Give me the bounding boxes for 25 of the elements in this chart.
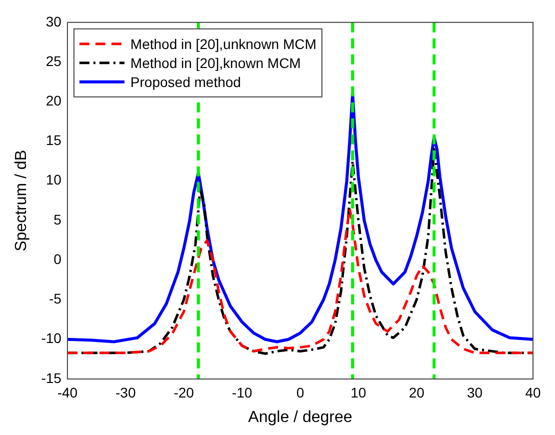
x-tick-label: -30 bbox=[116, 384, 136, 400]
x-axis-title: Angle / degree bbox=[248, 408, 352, 426]
legend-label: Method in [20],unknown MCM bbox=[130, 36, 316, 52]
y-tick-label: -10 bbox=[41, 330, 62, 346]
y-tick-label: -5 bbox=[48, 290, 62, 307]
y-tick-label: 30 bbox=[46, 13, 62, 30]
y-axis-title: Spectrum / dB bbox=[13, 150, 30, 252]
legend-label: Proposed method bbox=[130, 74, 241, 90]
x-tick-label: 40 bbox=[525, 384, 541, 400]
x-tick-label: 20 bbox=[408, 384, 425, 400]
x-tick-label: -40 bbox=[57, 384, 78, 400]
y-tick-label: 10 bbox=[46, 172, 62, 188]
legend-label: Method in [20],known MCM bbox=[130, 54, 301, 71]
y-tick-label: 0 bbox=[54, 250, 62, 267]
x-tick-label: -10 bbox=[232, 384, 252, 400]
x-tick-label: 10 bbox=[350, 384, 366, 400]
y-tick-label: 5 bbox=[54, 211, 62, 228]
y-tick-label: 25 bbox=[46, 52, 62, 69]
x-tick-label: -20 bbox=[174, 384, 194, 400]
y-tick-label: -15 bbox=[41, 370, 62, 386]
x-tick-label: 0 bbox=[296, 384, 304, 400]
y-tick-label: 20 bbox=[46, 92, 62, 109]
y-tick-label: 15 bbox=[46, 132, 62, 148]
x-tick-label: 30 bbox=[467, 384, 483, 400]
line-series bbox=[67, 207, 533, 354]
